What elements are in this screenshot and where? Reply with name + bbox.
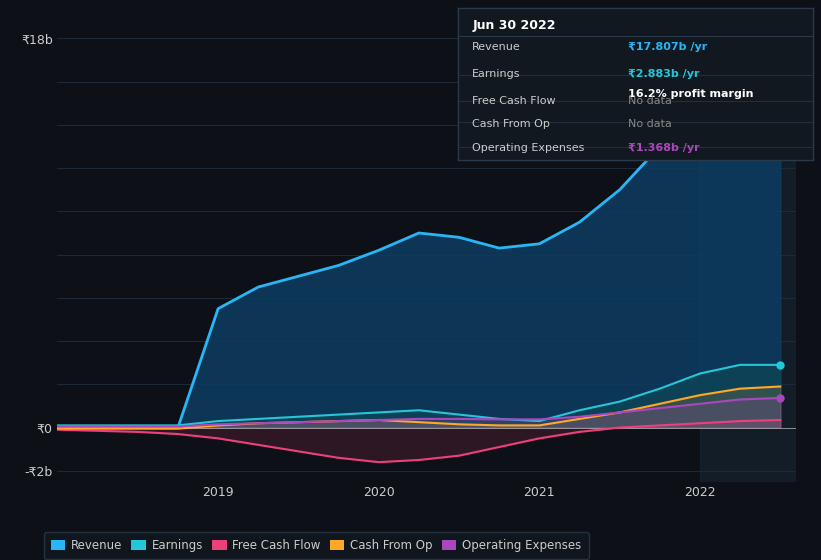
Text: Operating Expenses: Operating Expenses [472, 143, 585, 153]
Legend: Revenue, Earnings, Free Cash Flow, Cash From Op, Operating Expenses: Revenue, Earnings, Free Cash Flow, Cash … [44, 532, 589, 559]
Text: ₹17.807b /yr: ₹17.807b /yr [628, 41, 708, 52]
Bar [700, 17, 796, 482]
Text: ₹2.883b /yr: ₹2.883b /yr [628, 69, 699, 79]
Text: Cash From Op: Cash From Op [472, 119, 550, 129]
Text: Revenue: Revenue [472, 41, 521, 52]
Text: Earnings: Earnings [472, 69, 521, 79]
Text: No data: No data [628, 96, 672, 106]
Text: No data: No data [628, 119, 672, 129]
Text: Free Cash Flow: Free Cash Flow [472, 96, 556, 106]
Text: Jun 30 2022: Jun 30 2022 [472, 19, 556, 32]
Text: 16.2% profit margin: 16.2% profit margin [628, 88, 754, 99]
Text: ₹1.368b /yr: ₹1.368b /yr [628, 143, 700, 153]
